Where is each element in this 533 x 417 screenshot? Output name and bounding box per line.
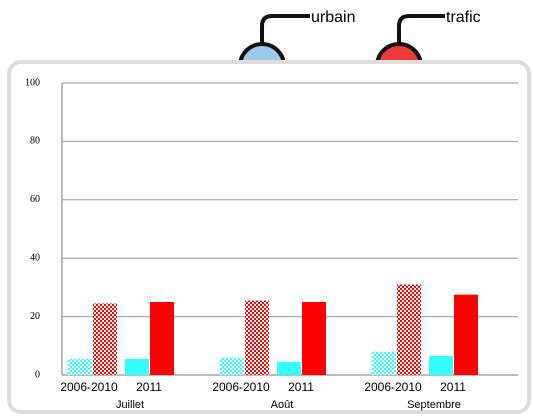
y-tick-label: 80 <box>30 136 40 147</box>
y-tick-label: 40 <box>30 252 40 263</box>
legend-line <box>397 14 445 44</box>
period-label: 2006-2010 <box>364 380 422 394</box>
legend-label: trafic <box>446 9 481 26</box>
bar <box>302 302 326 375</box>
y-tick-label: 100 <box>25 77 40 88</box>
bar <box>397 284 421 375</box>
period-label: 2006-2010 <box>60 380 118 394</box>
x-tick-label: Juillet <box>116 399 144 411</box>
period-label: 2011 <box>440 380 466 394</box>
legend: urbain trafic <box>237 9 481 68</box>
period-label: 2011 <box>136 380 162 394</box>
bar <box>429 356 453 375</box>
bar <box>93 303 117 375</box>
x-tick-label: Août <box>271 399 294 411</box>
bar <box>245 300 269 375</box>
y-tick-label: 60 <box>30 194 40 205</box>
y-tick-label: 20 <box>30 311 40 322</box>
period-label: 2006-2010 <box>212 380 270 394</box>
bar <box>220 357 244 375</box>
legend-line <box>260 14 310 44</box>
x-tick-label: Septembre <box>407 399 461 411</box>
bar <box>125 358 149 375</box>
bar <box>372 351 396 375</box>
bar <box>277 361 301 375</box>
period-label: 2011 <box>288 380 314 394</box>
bar <box>150 302 174 375</box>
y-tick-label: 0 <box>35 369 40 380</box>
legend-label: urbain <box>311 9 355 26</box>
bar <box>454 294 478 375</box>
bar <box>68 358 92 375</box>
